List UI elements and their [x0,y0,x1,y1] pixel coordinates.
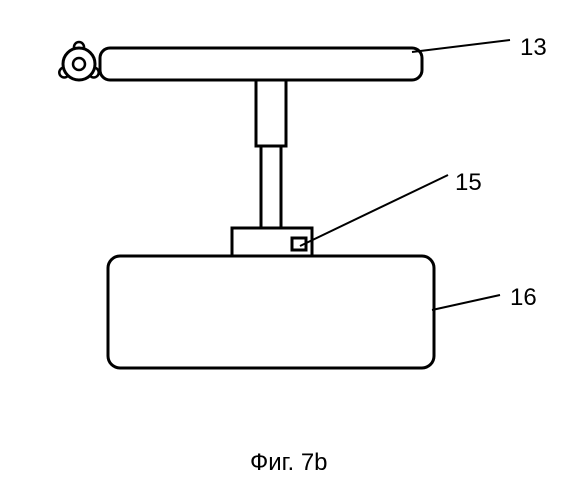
top-bar [100,48,422,80]
label-13: 13 [520,34,547,61]
figure-caption: Фиг. 7b [250,449,328,476]
knob-inner [73,58,85,70]
main-box [108,256,434,368]
label-15: 15 [455,169,482,196]
label-16: 16 [510,284,537,311]
shaft-upper [256,80,286,146]
shaft-lower [261,146,281,228]
